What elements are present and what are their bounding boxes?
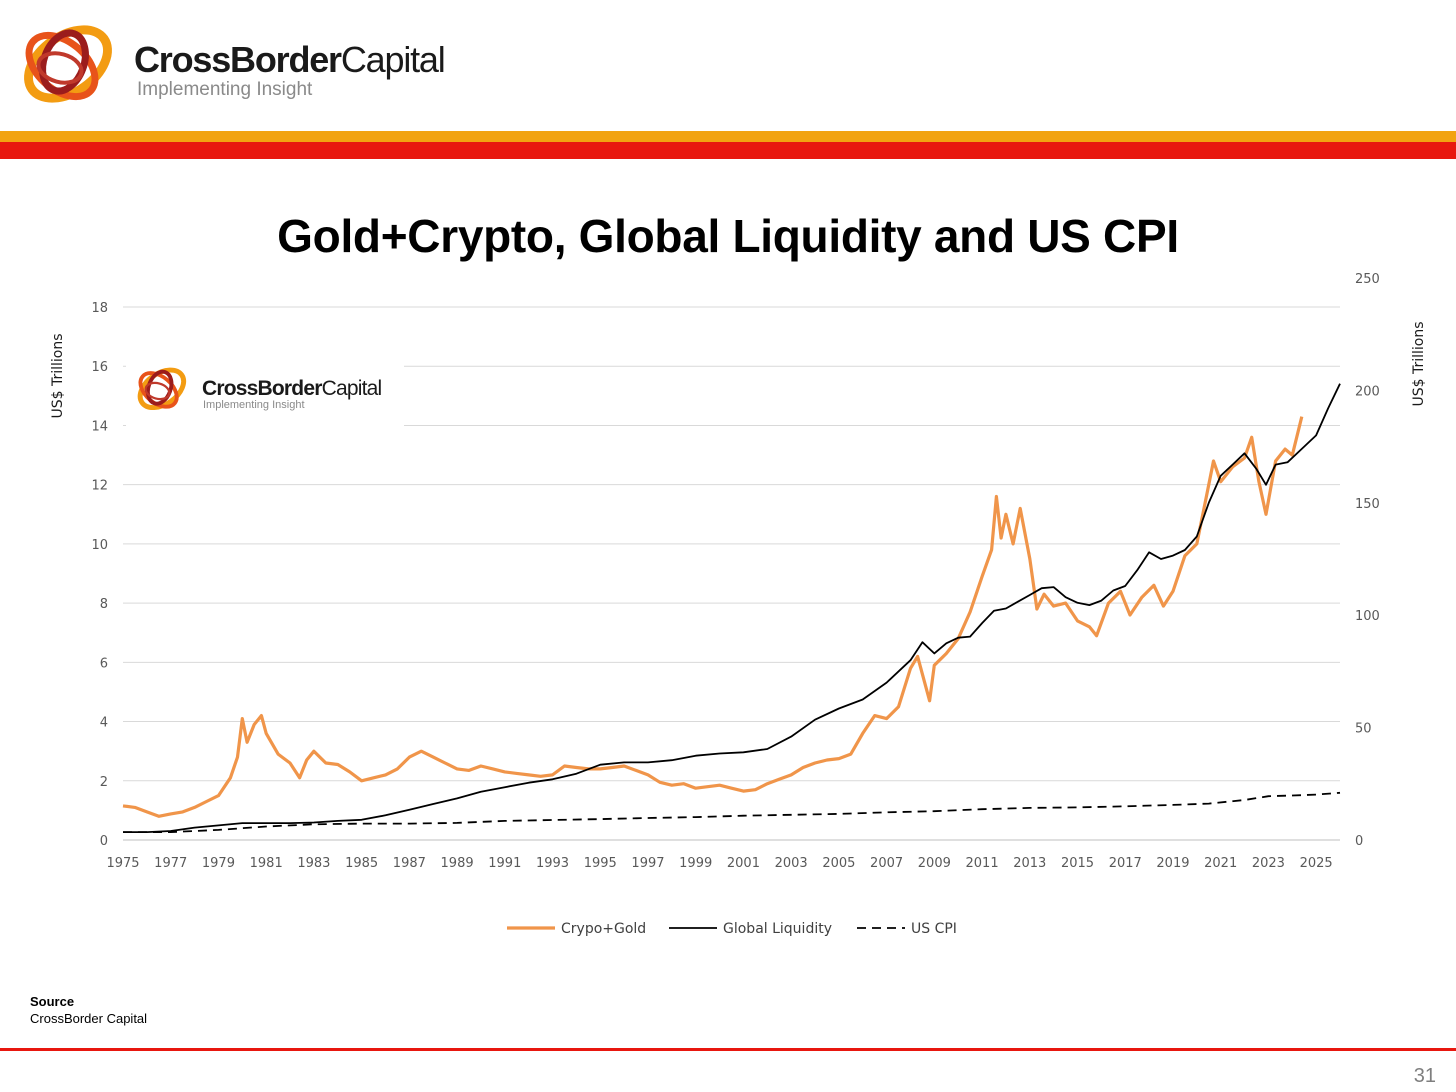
x-tick-label: 2005 [822,856,855,871]
source-text: CrossBorder Capital [30,1011,148,1026]
slide-header: CrossBorderCapital Implementing Insight [0,0,1456,160]
y-tick-label: 10 [91,538,108,553]
footer-red-line [0,1048,1456,1051]
x-tick-label: 1995 [584,856,617,871]
y-axis-ticks: 0 2 4 6 8 10 12 14 16 18 [91,301,108,849]
y-tick-label: 12 [91,479,108,494]
watermark-logo-icon [137,367,187,411]
x-tick-label: 1997 [631,856,664,871]
y-tick-label: 16 [91,360,108,375]
legend: Crypo+Gold Global Liquidity US CPI [507,921,957,937]
y-tick-label: 6 [100,656,108,671]
x-tick-label: 1993 [536,856,569,871]
x-tick-label: 1999 [679,856,712,871]
y2-axis-label: US$ Trillions [1411,321,1427,406]
x-tick-label: 2021 [1204,856,1237,871]
x-tick-label: 2007 [870,856,903,871]
header-orange-bar [0,131,1456,142]
y-tick-label: 8 [100,597,108,612]
x-tick-label: 2023 [1252,856,1285,871]
x-tick-label: 2001 [727,856,760,871]
x-tick-label: 2013 [1013,856,1046,871]
page-number: 31 [1413,1065,1436,1087]
series-crypto-gold-line [122,416,1304,818]
legend-us-cpi-label: US CPI [911,921,957,937]
x-tick-label: 2025 [1300,856,1333,871]
brand-tagline: Implementing Insight [137,79,313,100]
x-tick-label: 1983 [297,856,330,871]
y-tick-label: 0 [100,834,108,849]
watermark-brand-name: CrossBorderCapital [202,377,382,400]
y2-axis-ticks: 0 50 100 150 200 250 [1355,272,1380,849]
source-label: Source [30,994,75,1009]
y-tick-label: 18 [91,301,108,316]
brand-logo-icon [24,25,112,103]
series-us-cpi-line [123,791,1341,833]
y2-tick-label: 200 [1355,384,1380,399]
source-note: Source CrossBorder Capital [30,993,147,1027]
y2-tick-label: 0 [1355,834,1363,849]
x-tick-label: 1989 [441,856,474,871]
y2-tick-label: 250 [1355,272,1380,287]
x-tick-label: 1979 [202,856,235,871]
x-tick-label: 1987 [393,856,426,871]
series-lines [122,383,1341,833]
chart-title: Gold+Crypto, Global Liquidity and US CPI [277,210,1179,262]
x-tick-label: 1975 [106,856,139,871]
x-tick-label: 2015 [1061,856,1094,871]
y2-tick-label: 100 [1355,609,1380,624]
y-tick-label: 2 [100,775,108,790]
brand-name: CrossBorderCapital [134,39,446,80]
x-tick-label: 2017 [1109,856,1142,871]
x-tick-label: 2003 [775,856,808,871]
x-tick-label: 1981 [250,856,283,871]
watermark-tagline: Implementing Insight [203,399,305,411]
y-tick-label: 4 [100,716,108,731]
x-tick-label: 2009 [918,856,951,871]
y2-tick-label: 50 [1355,722,1372,737]
legend-global-liquidity-label: Global Liquidity [723,921,832,937]
chart-watermark: CrossBorderCapital Implementing Insight [126,350,404,428]
x-tick-label: 2011 [966,856,999,871]
series-global-liquidity-line [123,383,1341,833]
x-tick-label: 2019 [1156,856,1189,871]
x-tick-label: 1985 [345,856,378,871]
legend-crypto-gold-label: Crypo+Gold [561,921,646,937]
x-tick-label: 1977 [154,856,187,871]
header-red-bar [0,142,1456,159]
y-tick-label: 14 [91,419,108,434]
y-axis-label: US$ Trillions [50,333,66,418]
y2-tick-label: 150 [1355,497,1380,512]
x-tick-label: 1991 [488,856,521,871]
x-axis-ticks: 1975 1977 1979 1981 1983 1985 1987 1989 1991 1993… [106,856,1332,871]
